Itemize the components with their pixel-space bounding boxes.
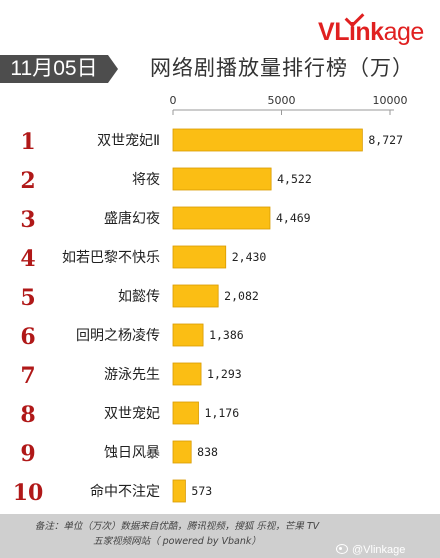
chart-title: 网络剧播放量排行榜（万） — [150, 56, 414, 80]
rank-number-10: 10 — [13, 480, 44, 506]
data-source-note: 备注：单位（万次）数据来自优酷，腾讯视频，搜狐 乐视，芒果 TV 五家视频网站（… — [12, 519, 342, 549]
watermark: @Vlinkage — [352, 544, 406, 556]
value-label-7: 1,293 — [207, 367, 242, 381]
rank-number-6: 6 — [20, 324, 35, 350]
note-line-2: 五家视频网站（ powered by Vbank） — [93, 536, 261, 547]
bar-2 — [172, 167, 272, 191]
value-label-2: 4,522 — [277, 172, 312, 186]
value-label-9: 838 — [197, 445, 218, 459]
value-label-6: 1,386 — [209, 328, 244, 342]
category-label-5: 如懿传 — [118, 289, 160, 305]
bar-9 — [172, 440, 192, 464]
category-label-7: 游泳先生 — [104, 367, 160, 383]
x-tick-label-2: 10000 — [373, 94, 408, 107]
category-label-8: 双世宠妃 — [104, 406, 160, 422]
category-label-9: 蚀日风暴 — [104, 445, 160, 461]
value-label-8: 1,176 — [205, 406, 240, 420]
bar-3 — [172, 206, 271, 230]
footer-bar: 备注：单位（万次）数据来自优酷，腾讯视频，搜狐 乐视，芒果 TV 五家视频网站（… — [0, 514, 440, 558]
bar-6 — [172, 323, 204, 347]
category-label-6: 回明之杨凌传 — [76, 328, 160, 344]
rank-number-5: 5 — [20, 285, 35, 311]
bar-7 — [172, 362, 202, 386]
logo-text: VLinkage — [318, 18, 424, 46]
value-label-4: 2,430 — [232, 250, 267, 264]
category-label-2: 将夜 — [132, 172, 160, 188]
category-label-10: 命中不注定 — [90, 483, 160, 500]
rank-number-7: 7 — [20, 363, 35, 389]
rank-number-3: 3 — [20, 207, 35, 233]
bar-8 — [172, 401, 199, 425]
x-tick-label-0: 0 — [170, 94, 177, 107]
value-label-1: 8,727 — [368, 133, 403, 147]
rank-number-8: 8 — [20, 402, 35, 428]
rank-number-1: 1 — [20, 129, 35, 155]
value-label-5: 2,082 — [224, 289, 259, 303]
x-tick-label-1: 5000 — [268, 94, 296, 107]
rank-number-4: 4 — [20, 246, 35, 272]
value-label-10: 573 — [191, 484, 212, 498]
bar-5 — [172, 284, 219, 308]
rank-number-2: 2 — [20, 168, 35, 194]
category-label-1: 双世宠妃Ⅱ — [97, 133, 160, 149]
ranking-bar-chart: 0 5000 10000 1 双世宠妃Ⅱ 8,727 2 将夜 4,522 3 盛唐幻夜 4,469 4… — [13, 94, 408, 506]
category-label-3: 盛唐幻夜 — [104, 210, 160, 227]
note-line-1: 备注：单位（万次）数据来自优酷，腾讯视频，搜狐 乐视，芒果 TV — [34, 521, 320, 532]
rank-number-9: 9 — [20, 441, 35, 467]
bar-4 — [172, 245, 227, 269]
date-badge-arrow — [108, 55, 118, 83]
category-label-4: 如若巴黎不快乐 — [62, 250, 160, 266]
weibo-icon — [336, 544, 348, 554]
value-label-3: 4,469 — [276, 211, 311, 225]
bar-1 — [172, 128, 363, 152]
bar-10 — [172, 479, 186, 503]
date-badge: 11月05日 — [0, 55, 108, 83]
